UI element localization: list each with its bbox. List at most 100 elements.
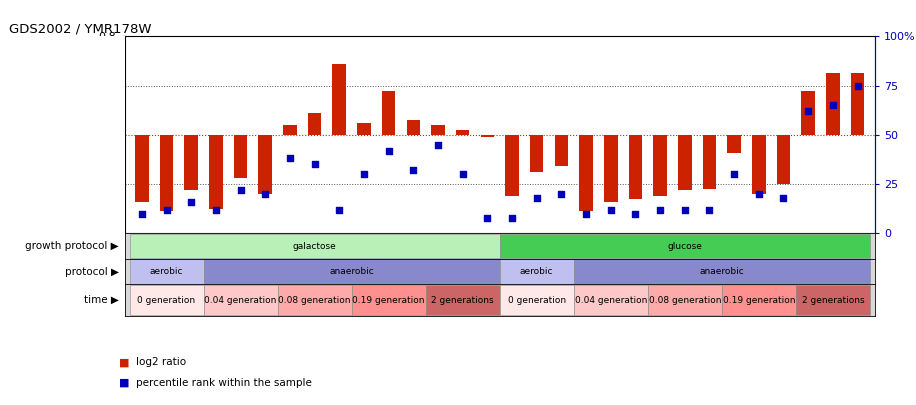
Text: ■: ■ — [119, 358, 129, 367]
Point — [850, 82, 865, 89]
Bar — [258, 135, 272, 194]
Text: 0.04 generation: 0.04 generation — [204, 296, 277, 305]
Bar — [579, 135, 593, 211]
Bar — [752, 135, 766, 194]
Point — [332, 207, 346, 213]
Bar — [628, 135, 642, 199]
Text: 0 generation: 0 generation — [507, 296, 566, 305]
Bar — [456, 130, 469, 135]
Bar — [653, 135, 667, 196]
Point — [801, 108, 815, 115]
Bar — [357, 123, 371, 135]
Bar — [499, 259, 573, 284]
Point — [653, 207, 668, 213]
Point — [159, 207, 174, 213]
Bar — [333, 64, 346, 135]
Point — [554, 191, 569, 197]
Bar — [796, 285, 870, 315]
Bar — [851, 73, 865, 135]
Bar — [203, 285, 278, 315]
Point — [431, 141, 445, 148]
Point — [480, 214, 495, 221]
Point — [726, 171, 741, 177]
Bar — [184, 135, 198, 190]
Point — [381, 147, 396, 154]
Bar — [506, 135, 518, 196]
Point — [529, 194, 544, 201]
Bar — [407, 120, 420, 135]
Bar — [426, 285, 499, 315]
Text: log2 ratio: log2 ratio — [136, 358, 186, 367]
Bar — [382, 91, 396, 135]
Bar — [573, 285, 648, 315]
Text: aerobic: aerobic — [520, 267, 553, 276]
Text: 0.19 generation: 0.19 generation — [353, 296, 425, 305]
Bar — [129, 234, 500, 258]
Bar — [678, 135, 692, 190]
Bar — [234, 135, 247, 178]
Point — [283, 155, 298, 162]
Text: protocol ▶: protocol ▶ — [65, 266, 119, 277]
Point — [678, 207, 692, 213]
Text: galactose: galactose — [293, 241, 336, 251]
Text: time ▶: time ▶ — [84, 295, 119, 305]
Point — [307, 161, 322, 168]
Bar — [530, 135, 543, 172]
Text: aerobic: aerobic — [150, 267, 183, 276]
Point — [135, 210, 149, 217]
Point — [209, 207, 224, 213]
Point — [356, 171, 371, 177]
Bar — [727, 135, 741, 153]
Point — [825, 102, 840, 109]
Text: 2 generations: 2 generations — [431, 296, 494, 305]
Text: anaerobic: anaerobic — [700, 267, 744, 276]
Bar — [777, 135, 791, 184]
Text: percentile rank within the sample: percentile rank within the sample — [136, 378, 311, 388]
Bar — [722, 285, 796, 315]
Bar — [481, 135, 494, 137]
Bar — [203, 259, 500, 284]
Bar — [159, 135, 173, 211]
Text: 2 generations: 2 generations — [802, 296, 864, 305]
Text: 0.08 generation: 0.08 generation — [278, 296, 351, 305]
Bar — [703, 135, 716, 189]
Point — [628, 210, 643, 217]
Point — [455, 171, 470, 177]
Point — [258, 191, 273, 197]
Point — [579, 210, 594, 217]
Point — [776, 194, 791, 201]
Bar — [431, 125, 445, 135]
Text: 0.04 generation: 0.04 generation — [574, 296, 647, 305]
Bar — [604, 135, 617, 202]
Text: anaerobic: anaerobic — [329, 267, 374, 276]
Text: 0.19 generation: 0.19 generation — [723, 296, 795, 305]
Point — [505, 214, 519, 221]
Bar — [278, 285, 352, 315]
Text: GDS2002 / YMR178W: GDS2002 / YMR178W — [9, 22, 152, 35]
Bar — [308, 113, 322, 135]
Bar — [283, 125, 297, 135]
Bar — [129, 259, 203, 284]
Point — [702, 207, 716, 213]
Bar — [499, 234, 870, 258]
Text: growth protocol ▶: growth protocol ▶ — [25, 241, 119, 251]
Bar — [554, 135, 568, 166]
Bar — [573, 259, 870, 284]
Bar — [648, 285, 722, 315]
Point — [234, 187, 248, 193]
Point — [406, 167, 420, 173]
Text: glucose: glucose — [668, 241, 703, 251]
Point — [184, 198, 199, 205]
Text: 0 generation: 0 generation — [137, 296, 196, 305]
Text: ■: ■ — [119, 378, 129, 388]
Bar — [499, 285, 573, 315]
Bar — [352, 285, 426, 315]
Point — [751, 191, 766, 197]
Bar — [209, 135, 223, 209]
Bar — [135, 135, 148, 202]
Bar — [129, 285, 203, 315]
Point — [604, 207, 618, 213]
Bar — [802, 91, 815, 135]
Bar — [826, 73, 840, 135]
Text: 0.08 generation: 0.08 generation — [649, 296, 721, 305]
